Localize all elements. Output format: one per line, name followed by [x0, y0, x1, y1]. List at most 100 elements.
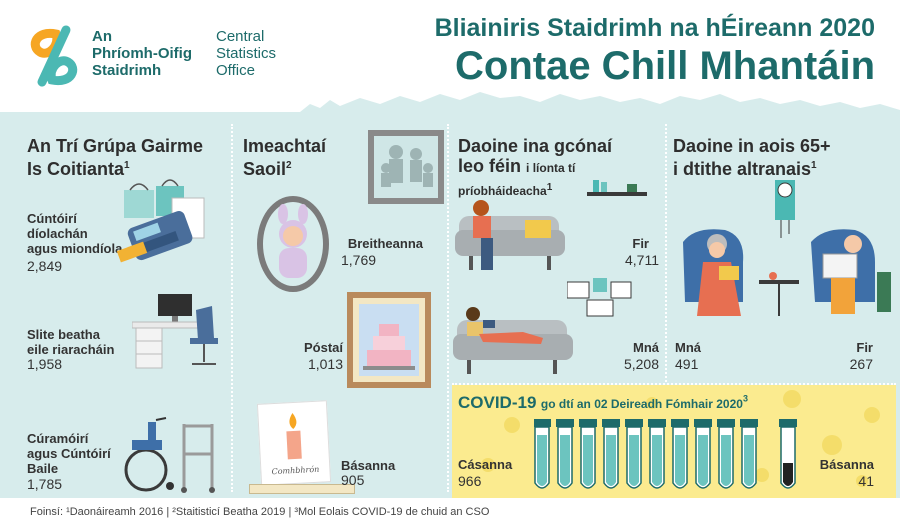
virus-pattern-background	[481, 390, 880, 487]
test-tube-fill	[606, 435, 616, 486]
divider	[447, 124, 449, 492]
wheelchair-walker-icon	[124, 417, 215, 493]
shelf-icon	[587, 180, 647, 196]
test-tube-fill	[583, 435, 593, 486]
living-alone-heading-small: i líonta tí	[526, 161, 576, 175]
label-line: agus miondíola	[27, 241, 123, 256]
test-tube-cap	[648, 419, 666, 427]
covid-deaths-label: Básanna	[819, 457, 874, 472]
occupations-panel: An Trí Grúpa Gairme Is Coitianta1 Cúntói…	[0, 118, 230, 494]
label-line: Cúntóirí	[27, 211, 77, 226]
births-label: Breitheanna	[347, 236, 423, 251]
label-line: Cúramóirí	[27, 431, 89, 446]
living-alone-heading-line2: leo féin	[458, 156, 522, 176]
covid-heading: COVID-19 go dtí an 02 Deireadh Fómhair 2…	[458, 393, 748, 413]
occupation-admin-label: Slite beatha eile riaracháin	[27, 327, 114, 357]
test-tube-cap	[602, 419, 620, 427]
footnote-marker: 3	[742, 393, 748, 404]
test-tube-cap	[717, 419, 735, 427]
nursing-homes-women-value: 491	[675, 356, 699, 372]
nursing-homes-heading: Daoine in aois 65+ i dtithe altranais1	[673, 136, 831, 179]
covid-panel: COVID-19 go dtí an 02 Deireadh Fómhair 2…	[452, 385, 896, 498]
nursing-homes-heading-line2: i dtithe altranais	[673, 159, 812, 179]
card-text: Comhbhrón	[271, 464, 320, 477]
footnote-marker: 2	[286, 160, 292, 171]
living-alone-women-label: Mná	[633, 340, 659, 355]
man-on-sofa-icon	[455, 200, 565, 270]
nursing-homes-women-label: Mná	[675, 340, 701, 355]
occupations-heading-line1: An Trí Grúpa Gairme	[27, 136, 204, 156]
occupation-sales-value: 2,849	[27, 258, 63, 274]
deaths-value: 905	[341, 472, 365, 488]
test-tube-cap	[779, 419, 797, 427]
covid-cases-label: Cásanna	[458, 457, 513, 472]
header: An Phríomh-Oifig Staidrimh Central Stati…	[0, 0, 900, 112]
elderly-couple-icon	[683, 229, 891, 316]
test-tube-fill	[675, 435, 685, 486]
test-tube-cap	[556, 419, 574, 427]
test-tube-cap	[579, 419, 597, 427]
occupation-sales-label: Cúntóirí díolachán agus miondíola	[27, 211, 122, 256]
test-tube-cap	[740, 419, 758, 427]
test-tube-fill	[652, 435, 662, 486]
woman-on-sofa-icon	[453, 307, 573, 374]
label-line: Slite beatha	[27, 327, 100, 342]
test-tube-fill	[537, 435, 547, 486]
test-tube-fill	[629, 435, 639, 486]
footer: Foinsí: ¹Daonáireamh 2016 | ²Staitisticí…	[0, 498, 900, 526]
cso-logo-icon	[30, 25, 78, 87]
test-tube-cap	[694, 419, 712, 427]
nursing-homes-heading-line1: Daoine in aois 65+	[673, 136, 831, 156]
label-line: Baile	[27, 461, 59, 476]
test-tube-fill	[698, 435, 708, 486]
footnote-marker: 1	[811, 160, 817, 171]
logo-english-line2: Statistics	[216, 45, 277, 62]
test-tube-fill	[560, 435, 570, 486]
occupations-heading-line2: Is Coitianta	[27, 159, 125, 179]
marriages-value: 1,013	[307, 356, 343, 372]
living-alone-women-value: 5,208	[623, 356, 659, 372]
nursing-homes-men-value: 267	[849, 356, 873, 372]
divider	[665, 124, 667, 382]
card-stand	[249, 484, 355, 494]
test-tubes-illustration	[534, 419, 797, 489]
life-events-heading: Imeachtaí Saoil2	[243, 136, 326, 179]
covid-cases-value: 966	[458, 473, 482, 489]
label-line: agus Cúntóirí	[27, 446, 111, 461]
shopping-card-terminal-icon	[116, 179, 205, 263]
life-events-heading-line1: Imeachtaí	[243, 136, 327, 156]
cso-logo: An Phríomh-Oifig Staidrimh Central Stati…	[26, 24, 296, 92]
covid-deaths-value: 41	[858, 473, 874, 489]
occupations-heading: An Trí Grúpa Gairme Is Coitianta1	[27, 136, 203, 179]
footnote-marker: 1	[546, 182, 553, 193]
logo-english-line3: Office	[216, 62, 255, 79]
births-value: 1,769	[341, 252, 377, 268]
candle-icon	[286, 413, 302, 460]
occupation-carers-label: Cúramóirí agus Cúntóirí Baile	[27, 431, 111, 476]
nursing-homes-panel: Daoine in aois 65+ i dtithe altranais1 M…	[667, 118, 897, 494]
label-line: eile riaracháin	[27, 342, 115, 357]
occupation-carers-value: 1,785	[27, 476, 63, 492]
living-alone-men-label: Fir	[632, 236, 649, 251]
office-desk-icon	[132, 294, 218, 369]
living-alone-heading-small: príobháideacha	[458, 184, 547, 198]
occupation-admin-value: 1,958	[27, 356, 63, 372]
page-title-line2: Contae Chill Mhantáin	[455, 44, 875, 88]
sympathy-card: Comhbhrón	[256, 400, 332, 486]
living-alone-men-value: 4,711	[625, 252, 659, 268]
test-tube-fill	[744, 435, 754, 486]
covid-heading-bold: COVID-19	[458, 393, 537, 412]
nursing-homes-men-label: Fir	[856, 340, 873, 355]
logo-irish-line2: Phríomh-Oifig	[92, 45, 192, 62]
logo-irish-line1: An	[92, 28, 112, 45]
life-events-heading-line2: Saoil	[243, 159, 287, 179]
deaths-label: Básanna	[341, 458, 396, 473]
baby-portrait-icon	[257, 196, 329, 292]
living-alone-heading: Daoine ina gcónaí leo féin i líonta tí p…	[458, 136, 612, 201]
life-events-panel: Imeachtaí Saoil2 Breitheanna 1,769 Pósta…	[233, 118, 446, 494]
family-portrait-icon	[368, 130, 444, 204]
test-tube-cap	[534, 419, 551, 427]
label-line: díolachán	[27, 226, 88, 241]
test-tube-fill	[783, 463, 793, 486]
wall-pictures-icon	[567, 278, 632, 317]
